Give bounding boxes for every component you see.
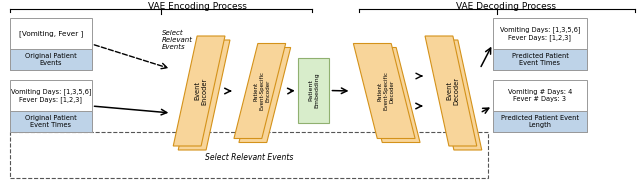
Text: Vomiting Days: [1,3,5,6]
Fever Days: [1,2,3]: Vomiting Days: [1,3,5,6] Fever Days: [1,… <box>500 26 580 41</box>
Text: VAE Decoding Process: VAE Decoding Process <box>456 2 556 11</box>
Text: Predicted Patient Event
Length: Predicted Patient Event Length <box>501 115 579 128</box>
Text: Event
Decoder: Event Decoder <box>446 77 460 105</box>
Polygon shape <box>425 36 477 146</box>
Text: Original Patient
Event Times: Original Patient Event Times <box>25 115 77 128</box>
Polygon shape <box>430 40 482 150</box>
Polygon shape <box>178 40 230 150</box>
Text: Patient
Event-Specific
Decoder: Patient Event-Specific Decoder <box>378 71 394 111</box>
Bar <box>493 18 588 70</box>
Text: Select
Relevant
Events: Select Relevant Events <box>163 30 193 50</box>
Bar <box>10 111 92 132</box>
Polygon shape <box>173 36 225 146</box>
Bar <box>493 111 588 132</box>
Text: [Vomiting, Fever ]: [Vomiting, Fever ] <box>19 30 83 37</box>
Text: VAE Encoding Process: VAE Encoding Process <box>148 2 246 11</box>
Polygon shape <box>353 43 415 139</box>
Bar <box>493 80 588 132</box>
Bar <box>493 49 588 70</box>
Text: Original Patient
Events: Original Patient Events <box>25 53 77 66</box>
Bar <box>10 132 488 178</box>
Text: Predicted Patient
Event Times: Predicted Patient Event Times <box>511 53 568 66</box>
Text: Patient
Embedding: Patient Embedding <box>308 73 319 108</box>
Polygon shape <box>234 43 285 139</box>
Bar <box>10 18 92 70</box>
Text: Vomiting Days: [1,3,5,6]
Fever Days: [1,2,3]: Vomiting Days: [1,3,5,6] Fever Days: [1,… <box>11 88 91 103</box>
Polygon shape <box>358 48 420 143</box>
Bar <box>298 58 330 123</box>
Text: Select Relevant Events: Select Relevant Events <box>205 152 293 161</box>
Polygon shape <box>239 48 291 143</box>
Bar <box>10 80 92 132</box>
Text: Event
Encoder: Event Encoder <box>195 77 207 105</box>
Text: Vomiting # Days: 4
Fever # Days: 3: Vomiting # Days: 4 Fever # Days: 3 <box>508 89 572 102</box>
Bar <box>10 49 92 70</box>
Text: Patient
Event-Specific
Encoder: Patient Event-Specific Encoder <box>253 71 270 111</box>
